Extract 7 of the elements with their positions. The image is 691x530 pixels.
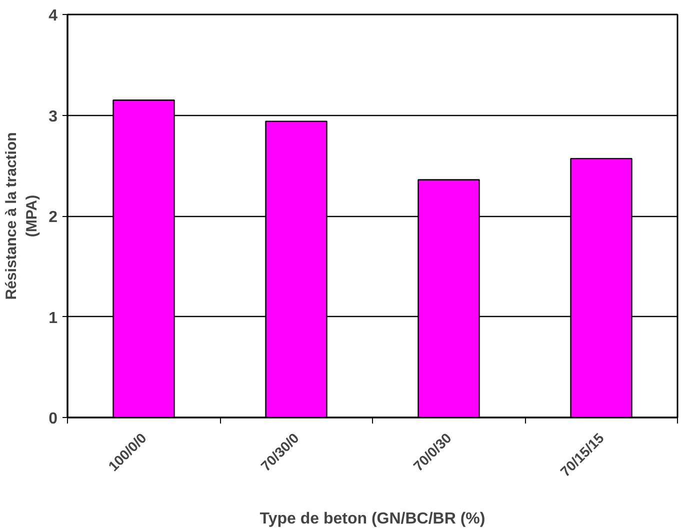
y-tick-label: 2 <box>48 209 58 226</box>
y-axis-title: Résistance à la traction (MPA) <box>3 132 41 300</box>
y-tick-label: 4 <box>48 8 58 24</box>
y-tick-label: 3 <box>48 108 58 126</box>
y-tick-label: 0 <box>48 410 58 428</box>
x-axis-title: Type de beton (GN/BC/BR (%) <box>260 510 486 528</box>
y-tick-label: 1 <box>48 310 58 327</box>
